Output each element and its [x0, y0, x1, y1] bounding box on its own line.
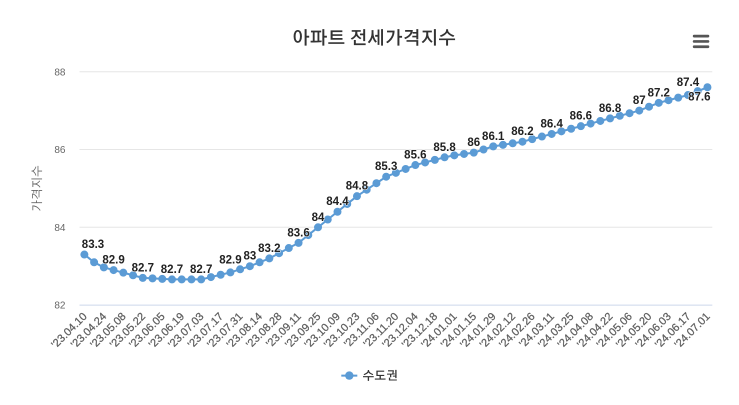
svg-text:85.8: 85.8	[433, 142, 456, 154]
svg-text:85.6: 85.6	[404, 150, 426, 162]
svg-text:83: 83	[243, 251, 256, 263]
svg-text:87.2: 87.2	[648, 87, 670, 99]
svg-text:86: 86	[467, 137, 480, 149]
svg-text:86.6: 86.6	[570, 111, 592, 123]
svg-text:85.3: 85.3	[375, 161, 397, 173]
svg-text:82.9: 82.9	[219, 254, 241, 266]
svg-text:84: 84	[312, 212, 325, 224]
svg-text:86: 86	[54, 145, 66, 156]
svg-text:82.9: 82.9	[102, 255, 124, 267]
svg-text:84: 84	[54, 223, 66, 234]
svg-text:87.6: 87.6	[688, 91, 710, 103]
svg-text:87: 87	[633, 95, 646, 107]
svg-text:82.7: 82.7	[190, 264, 212, 276]
svg-text:86.2: 86.2	[511, 126, 533, 138]
svg-text:87.4: 87.4	[677, 77, 700, 89]
svg-text:86.4: 86.4	[540, 118, 563, 130]
svg-text:82.7: 82.7	[132, 262, 154, 274]
svg-text:84.4: 84.4	[326, 196, 349, 208]
svg-text:83.3: 83.3	[82, 239, 104, 251]
svg-text:82: 82	[54, 301, 66, 312]
svg-text:86.1: 86.1	[482, 131, 505, 143]
svg-text:82.7: 82.7	[161, 264, 183, 276]
svg-text:84.8: 84.8	[346, 181, 369, 193]
svg-text:83.6: 83.6	[287, 227, 309, 239]
svg-text:83.2: 83.2	[258, 243, 280, 255]
svg-text:88: 88	[54, 67, 66, 78]
svg-text:86.8: 86.8	[599, 103, 622, 115]
